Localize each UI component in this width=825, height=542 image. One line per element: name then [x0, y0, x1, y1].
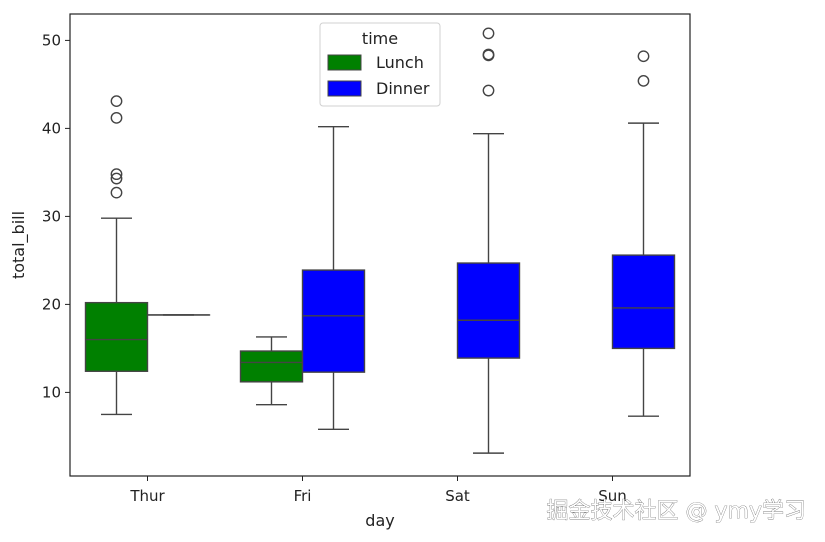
legend-swatch-dinner	[327, 80, 362, 97]
x-tick-label: Thur	[129, 487, 165, 505]
legend-swatch-lunch	[327, 54, 362, 71]
box-body	[84, 301, 149, 372]
box-dinner-sun	[611, 50, 676, 417]
x-axis-label: day	[365, 511, 394, 530]
box-lunch-thur	[84, 95, 149, 416]
x-tick-label: Sat	[445, 487, 470, 505]
x-tick-label: Fri	[294, 487, 312, 505]
legend-label-dinner: Dinner	[376, 79, 430, 98]
y-tick-label: 50	[42, 31, 61, 49]
outlier-point	[482, 84, 495, 97]
legend-label-lunch: Lunch	[376, 53, 424, 72]
box-body	[239, 350, 304, 383]
y-axis-label: total_bill	[9, 211, 29, 279]
legend: time Lunch Dinner	[319, 22, 441, 107]
y-tick-label: 10	[42, 383, 61, 401]
box-dinner-sat	[456, 27, 521, 454]
plot-frame	[69, 13, 691, 477]
outlier-point	[482, 27, 495, 40]
outlier-point	[637, 74, 650, 87]
outlier-point	[637, 50, 650, 63]
y-tick-label: 20	[42, 295, 61, 313]
y-tick-label: 40	[42, 119, 61, 137]
box-body	[456, 262, 521, 359]
plot-area: 10 20 30 40 50 Thur Fri Sat Sun time Lunch Dinner	[42, 13, 691, 505]
box-dinner-fri	[301, 125, 366, 431]
outlier-point	[482, 48, 495, 61]
outlier-point	[110, 168, 123, 181]
outlier-point	[110, 111, 123, 124]
outlier-point	[110, 95, 123, 108]
x-tick-label: Sun	[598, 487, 627, 505]
legend-title: time	[362, 29, 398, 48]
outlier-point	[110, 172, 123, 185]
box-body	[611, 254, 676, 350]
y-tick-label: 30	[42, 207, 61, 225]
box-body	[301, 269, 366, 373]
box-lunch-fri	[239, 336, 304, 406]
outlier-point	[110, 186, 123, 199]
watermark: 掘金技术社区 @ ymy学习	[547, 499, 806, 524]
